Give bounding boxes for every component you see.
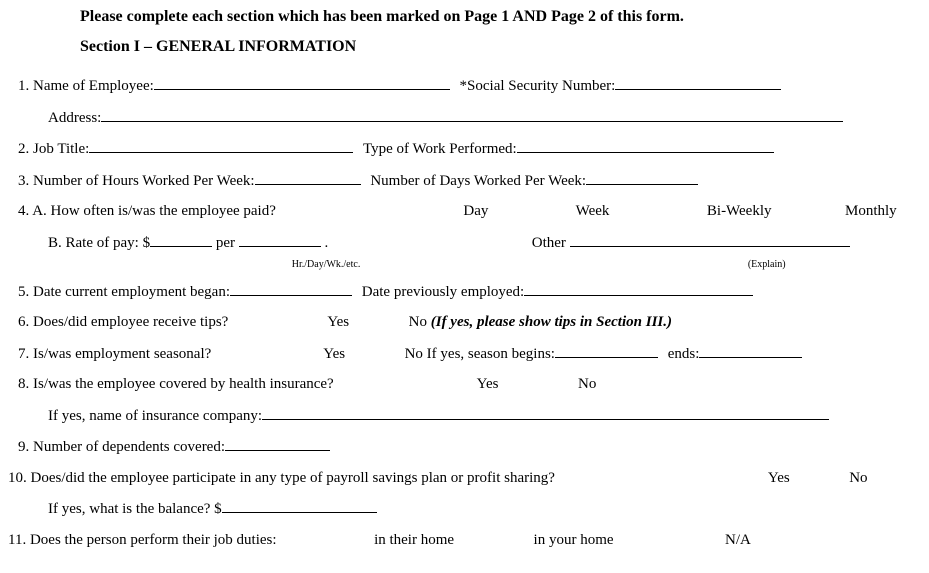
q6-row: 6. Does/did employee receive tips? Yes N… [8, 311, 921, 334]
q10-num: 10. [8, 470, 27, 486]
q1-row: 1. Name of Employee: *Social Security Nu… [8, 74, 921, 98]
section-title: Section I – GENERAL INFORMATION [80, 38, 921, 56]
q1-num: 1. [18, 78, 29, 94]
q4-num: 4. [18, 203, 29, 219]
q8-company-blank[interactable] [262, 404, 829, 420]
q2-num: 2. [18, 141, 29, 157]
q6-note: (If yes, please show tips in Section III… [431, 314, 672, 330]
q7-no[interactable]: No [405, 346, 427, 362]
q5-num: 5. [18, 284, 29, 300]
q10-ifyes-row: If yes, what is the balance? $ [8, 497, 921, 521]
q2-typework-label: Type of Work Performed: [363, 141, 517, 157]
q7-begins-blank[interactable] [555, 342, 658, 358]
q1-ssn-label: *Social Security Number: [460, 78, 616, 94]
q10-balance-blank[interactable] [222, 497, 377, 513]
q6-yes[interactable]: Yes [327, 314, 349, 330]
q3-row: 3. Number of Hours Worked Per Week: Numb… [8, 169, 921, 193]
form-header: Please complete each section which has b… [80, 8, 921, 26]
q10-label: Does/did the employee participate in any… [31, 470, 555, 486]
q5-row: 5. Date current employment began: Date p… [8, 280, 921, 304]
q5-label: Date current employment began: [33, 284, 230, 300]
q4-biweekly[interactable]: Bi-Weekly [707, 203, 772, 219]
q2-jobtitle-label: Job Title: [33, 141, 89, 157]
q7-label: Is/was employment seasonal? [33, 346, 211, 362]
q9-num: 9. [18, 439, 29, 455]
q7-yes[interactable]: Yes [323, 346, 345, 362]
q3-num: 3. [18, 173, 29, 189]
q5-began-blank[interactable] [230, 280, 352, 296]
q1-employee-blank[interactable] [154, 74, 450, 90]
q3-hours-label: Number of Hours Worked Per Week: [33, 173, 255, 189]
q4-day[interactable]: Day [463, 203, 488, 219]
q11-label: Does the person perform their job duties… [30, 532, 277, 548]
q10-ifyes-label: If yes, what is the balance? $ [48, 501, 222, 517]
q9-blank[interactable] [225, 435, 330, 451]
q7-ends-blank[interactable] [699, 342, 802, 358]
q8-label: Is/was the employee covered by health in… [33, 376, 334, 392]
q8-num: 8. [18, 376, 29, 392]
q2-row: 2. Job Title: Type of Work Performed: [8, 137, 921, 161]
q1-addr-blank[interactable] [101, 106, 843, 122]
q7-ifyes: If yes, season begins: [427, 346, 555, 362]
q8-yes[interactable]: Yes [477, 376, 499, 392]
q4a-label: A. How often is/was the employee paid? [32, 203, 276, 219]
q4b-per: per [216, 235, 235, 251]
q5-prev-label: Date previously employed: [362, 284, 524, 300]
q4-week[interactable]: Week [576, 203, 610, 219]
q8-no[interactable]: No [578, 376, 596, 392]
q4b-label: B. Rate of pay: $ [48, 235, 150, 251]
q4b-explain-note: (Explain) [748, 259, 786, 270]
q4b-other-label: Other [532, 235, 566, 251]
q9-label: Number of dependents covered: [33, 439, 225, 455]
q1-employee-label: Name of Employee: [33, 78, 154, 94]
q11-opt1[interactable]: in their home [374, 532, 454, 548]
q4b-other-blank[interactable] [570, 231, 850, 247]
q10-row: 10. Does/did the employee participate in… [8, 467, 921, 490]
q11-num: 11. [8, 532, 26, 548]
q9-row: 9. Number of dependents covered: [8, 435, 921, 459]
q8-ifyes-row: If yes, name of insurance company: [8, 404, 921, 428]
q4-monthly[interactable]: Monthly [845, 203, 897, 219]
q4b-amount-blank[interactable] [150, 231, 212, 247]
q10-yes[interactable]: Yes [768, 470, 790, 486]
q6-label: Does/did employee receive tips? [33, 314, 228, 330]
q5-prev-blank[interactable] [524, 280, 753, 296]
q2-jobtitle-blank[interactable] [89, 137, 353, 153]
q10-no[interactable]: No [849, 470, 867, 486]
q6-num: 6. [18, 314, 29, 330]
q7-ends-label: ends: [668, 346, 700, 362]
q8-ifyes-label: If yes, name of insurance company: [48, 408, 262, 424]
q7-row: 7. Is/was employment seasonal? Yes No If… [8, 342, 921, 366]
q1-addr-row: Address: [8, 106, 921, 130]
q2-typework-blank[interactable] [517, 137, 774, 153]
q1-addr-label: Address: [48, 110, 101, 126]
q1-ssn-blank[interactable] [615, 74, 781, 90]
q11-opt2[interactable]: in your home [534, 532, 614, 548]
q11-na[interactable]: N/A [725, 532, 751, 548]
q3-days-label: Number of Days Worked Per Week: [370, 173, 586, 189]
q3-hours-blank[interactable] [255, 169, 361, 185]
q8-row: 8. Is/was the employee covered by health… [8, 373, 921, 396]
q4b-notes-row: Hr./Day/Wk./etc. (Explain) [8, 254, 921, 272]
q4b-hr-note: Hr./Day/Wk./etc. [292, 259, 361, 270]
q4b-per-blank[interactable] [239, 231, 321, 247]
q4b-row: B. Rate of pay: $ per . Other [8, 231, 921, 252]
q4a-row: 4. A. How often is/was the employee paid… [8, 200, 921, 223]
q6-no[interactable]: No [409, 314, 427, 330]
q7-num: 7. [18, 346, 29, 362]
q3-days-blank[interactable] [586, 169, 698, 185]
